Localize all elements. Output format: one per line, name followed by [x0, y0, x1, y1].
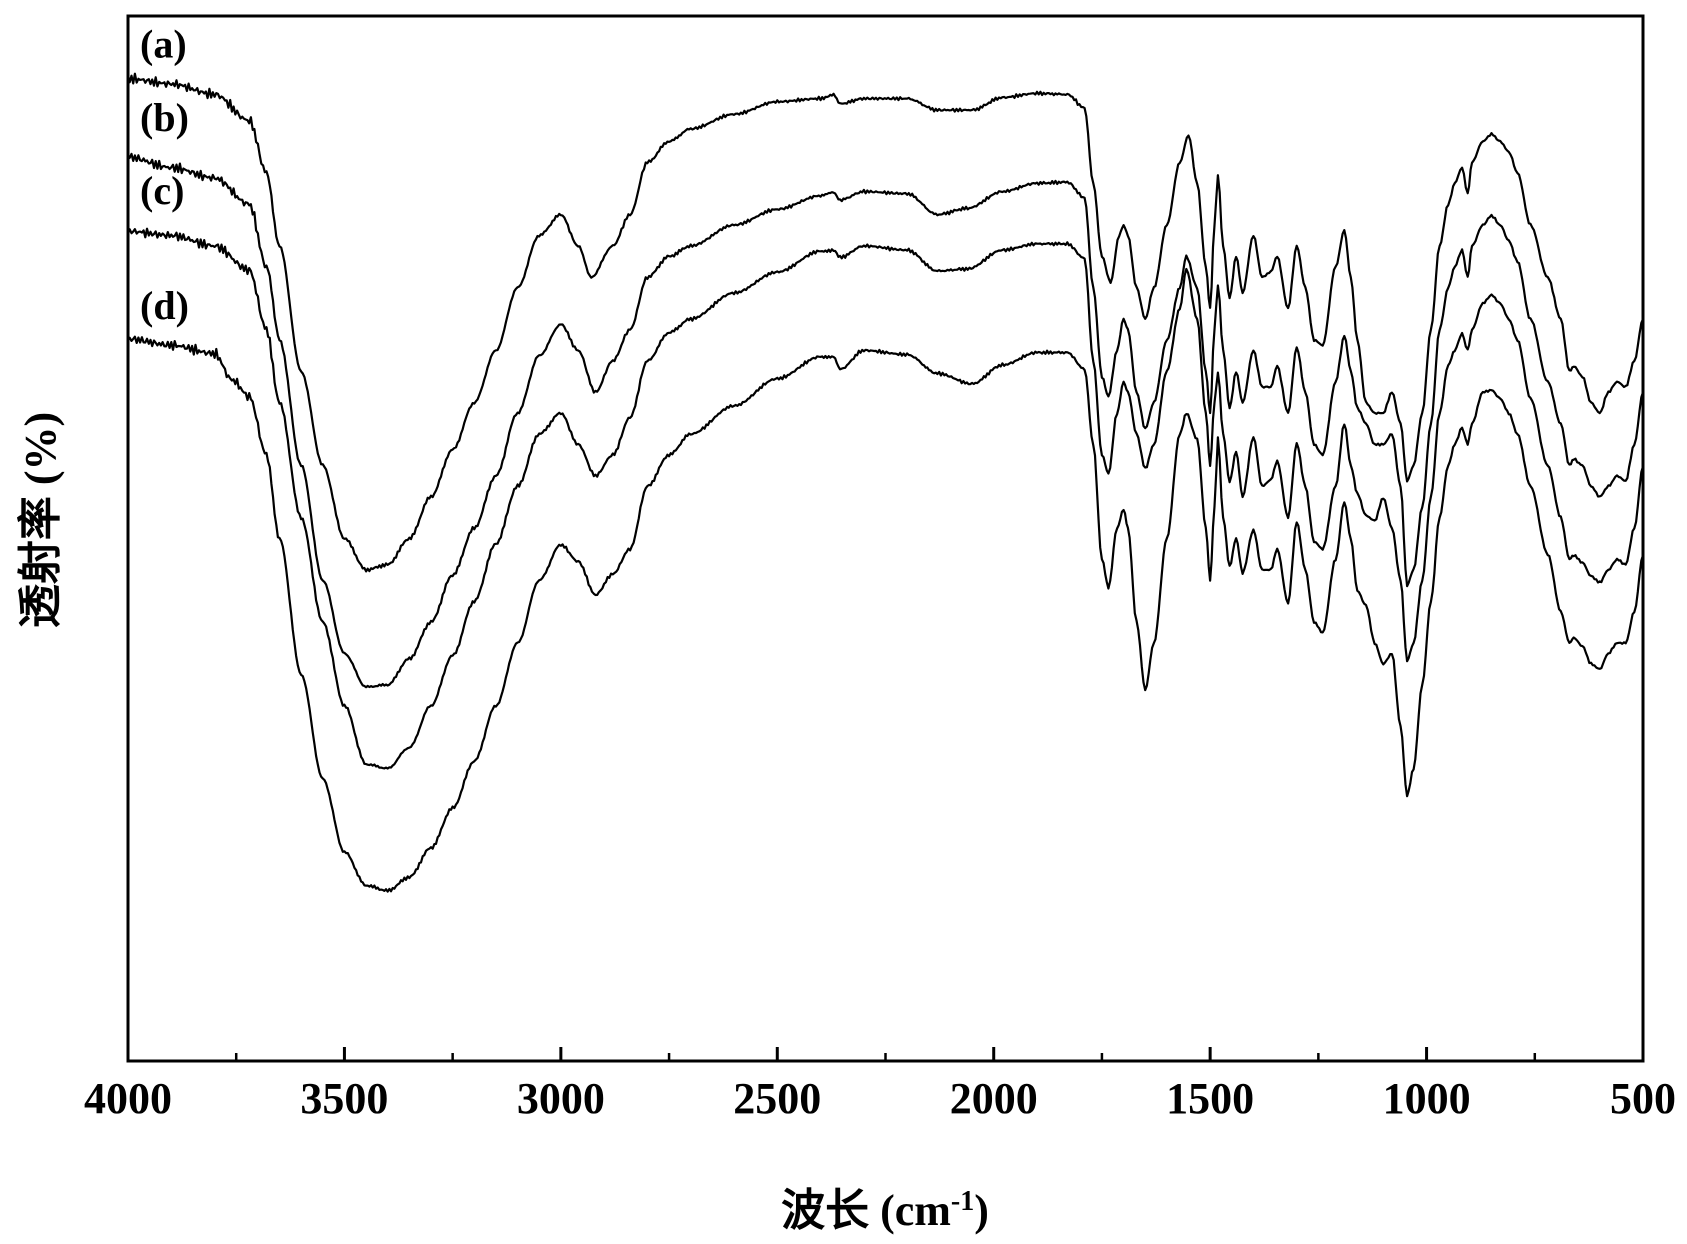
- x-tick-label: 1000: [1383, 1074, 1471, 1123]
- x-tick-label: 2500: [733, 1074, 821, 1123]
- x-tick-label: 2000: [950, 1074, 1038, 1123]
- series-label: (d): [140, 283, 189, 328]
- spectrum-line-d: [127, 335, 1645, 893]
- spectrum-line-a: [126, 72, 1645, 573]
- spectrum-line-c: [126, 227, 1645, 770]
- x-tick-label: 4000: [84, 1074, 172, 1123]
- x-tick-label: 500: [1610, 1074, 1676, 1123]
- x-axis-title-main: 波长 (cm: [781, 1186, 951, 1235]
- x-axis-title-close: ): [974, 1186, 989, 1235]
- series-label: (b): [140, 95, 189, 140]
- x-tick-label: 3000: [517, 1074, 605, 1123]
- x-axis-tick-labels: 4000 3500 3000 2500 2000 1500 1000 500: [84, 1074, 1676, 1123]
- spectrum-line-b: [127, 152, 1645, 689]
- series-label: (a): [140, 22, 187, 67]
- x-tick-label: 3500: [300, 1074, 388, 1123]
- x-axis-title-sup: -1: [951, 1186, 974, 1217]
- plot-frame: [126, 14, 1645, 1063]
- series-label: (c): [140, 168, 184, 213]
- x-tick-label: 1500: [1166, 1074, 1254, 1123]
- spectra-group: [126, 72, 1645, 893]
- x-axis-ticks: [126, 1047, 1645, 1061]
- series-labels: (a) (b) (c) (d): [140, 22, 189, 328]
- x-axis-title: 波长 (cm-1): [781, 1186, 989, 1236]
- y-axis-title: 透射率 (%): [16, 412, 65, 628]
